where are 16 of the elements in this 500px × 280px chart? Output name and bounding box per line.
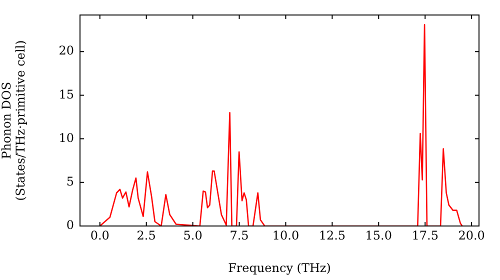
y-tick-label: 10 <box>58 130 74 145</box>
y-tick-label: 5 <box>66 174 74 189</box>
x-tick-label: 20.0 <box>458 228 485 242</box>
y-axis-title: Phonon DOS (States/THz·primitive cell) <box>0 40 28 201</box>
x-tick-label: 5.0 <box>183 228 202 242</box>
y-tick-label: 15 <box>58 87 74 102</box>
x-tick-label: 2.5 <box>136 228 156 242</box>
x-tick-label: 17.5 <box>412 228 438 242</box>
y-tick-label: 20 <box>58 44 74 58</box>
y-tick-label: 0 <box>66 218 74 232</box>
x-tick-label: 7.5 <box>230 228 249 242</box>
x-tick-label: 12.5 <box>318 228 346 242</box>
x-tick-label: 15.0 <box>365 228 392 242</box>
x-tick-label: 0.0 <box>90 228 110 242</box>
x-axis-title: Frequency (THz) <box>228 260 331 275</box>
x-tick-label: 10.0 <box>272 228 300 242</box>
